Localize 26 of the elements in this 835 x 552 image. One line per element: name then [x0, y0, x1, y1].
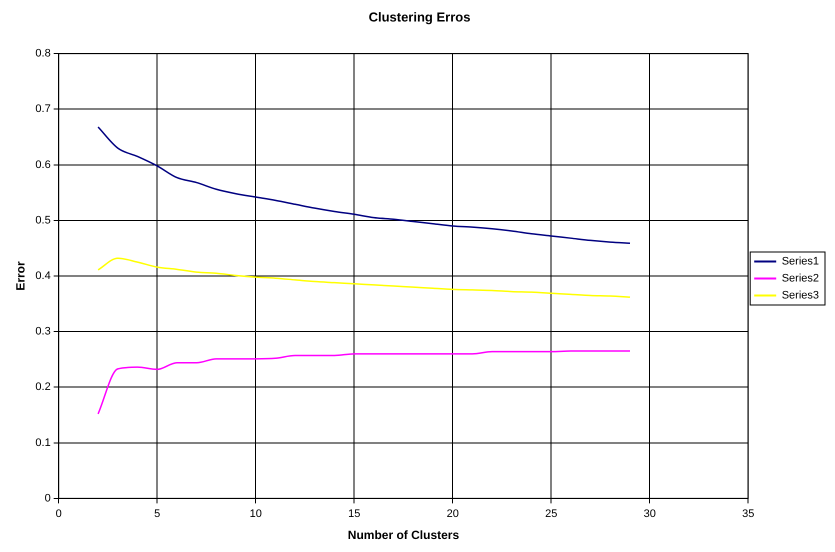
y-tick-label: 0.4 — [35, 270, 51, 282]
y-tick-label: 0.6 — [35, 158, 51, 171]
line-series — [97, 126, 631, 244]
x-tick-label: 20 — [446, 508, 459, 520]
x-tick-label: 35 — [742, 508, 754, 520]
y-tick-label: 0.2 — [35, 381, 51, 394]
line-series — [97, 257, 631, 298]
y-tick-label: 0.7 — [35, 103, 51, 116]
x-tick-label: 10 — [250, 508, 262, 520]
x-tick-label: 5 — [154, 508, 160, 520]
y-tick-label: 0.1 — [35, 436, 51, 449]
x-tick-label: 15 — [348, 508, 360, 520]
legend-label: Series1 — [782, 256, 819, 268]
legend-label: Series3 — [782, 290, 819, 302]
x-axis-title: Number of Clusters — [348, 528, 460, 542]
x-tick-label: 30 — [644, 508, 656, 520]
y-axis-title: Error — [14, 261, 28, 291]
y-tick-label: 0 — [44, 492, 51, 504]
x-tick-label: 25 — [545, 508, 558, 520]
x-tick-label: 0 — [56, 508, 62, 520]
line-series — [97, 350, 631, 415]
y-tick-label: 0.8 — [35, 48, 51, 60]
y-tick-label: 0.5 — [35, 214, 51, 226]
legend-label: Series2 — [782, 272, 819, 285]
chart-title: Clustering Erros — [368, 9, 470, 24]
y-tick-label: 0.3 — [35, 326, 51, 338]
